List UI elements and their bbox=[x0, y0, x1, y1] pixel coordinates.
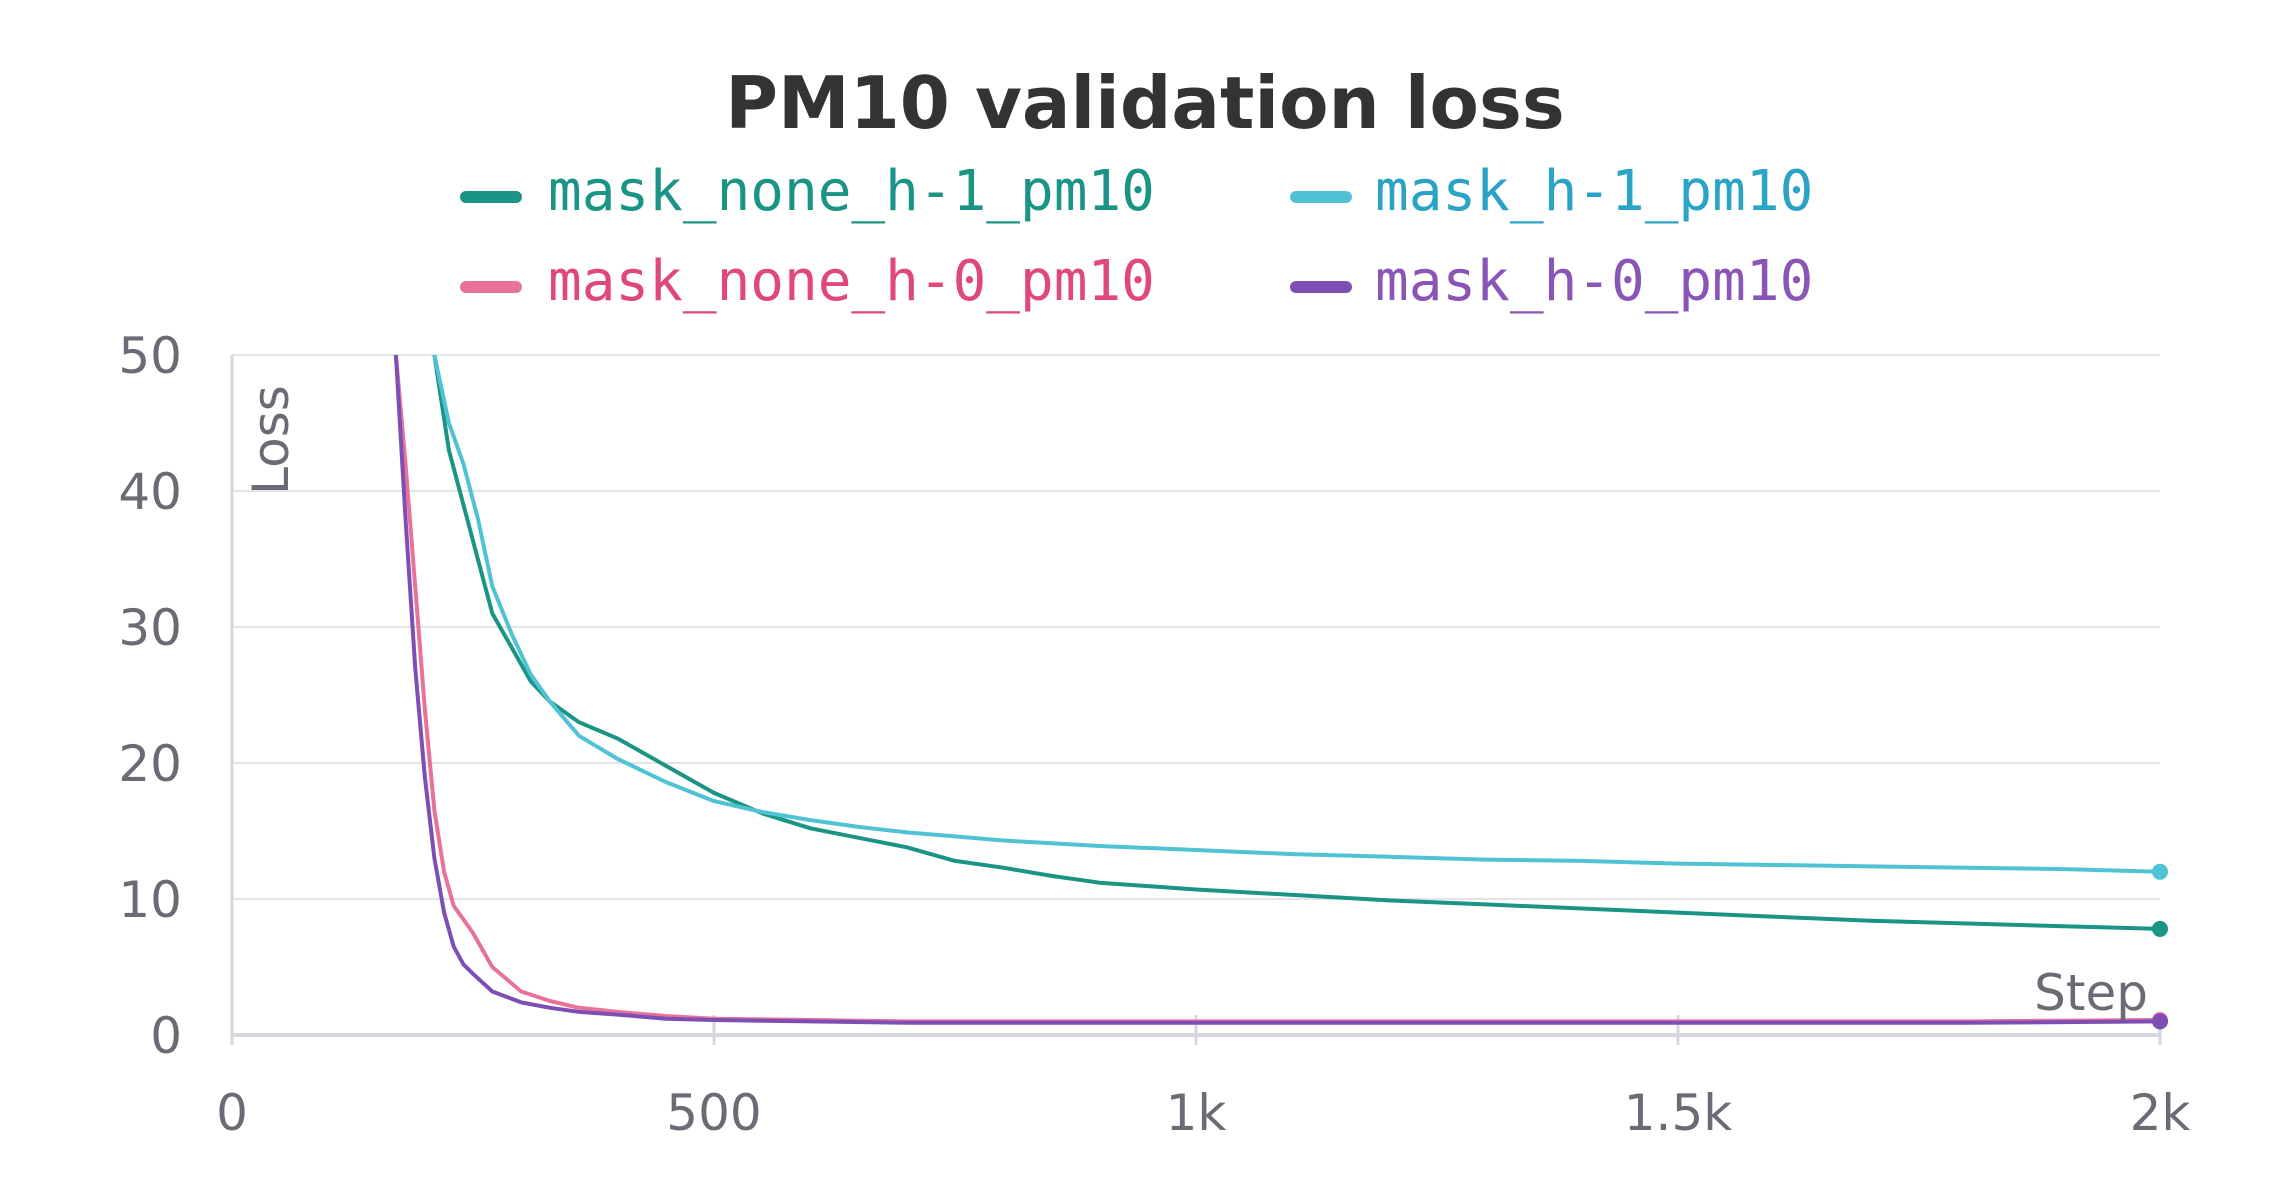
y-axis-label: Loss bbox=[242, 385, 300, 495]
legend-label: mask_none_h-0_pm10 bbox=[548, 249, 1155, 314]
y-tick-label: 30 bbox=[118, 599, 182, 657]
series-line-mask_h-1_pm10 bbox=[432, 355, 2160, 874]
x-tick-label: 2k bbox=[2130, 1084, 2191, 1142]
legend-label: mask_h-0_pm10 bbox=[1375, 249, 1813, 314]
grid bbox=[232, 354, 2160, 900]
series-end-point-mask_none_h-1_pm10 bbox=[2152, 920, 2168, 937]
legend: mask_none_h-1_pm10 mask_h-1_pm10 mask_none… bbox=[460, 159, 1813, 314]
x-axis-label: Step bbox=[2034, 964, 2148, 1022]
legend-label: mask_h-1_pm10 bbox=[1375, 159, 1813, 224]
axes: 0 500 1k 1.5k 2k 0 10 20 30 40 50 bbox=[118, 327, 2190, 1142]
y-tick-label: 50 bbox=[118, 327, 182, 385]
x-tick-label: 1k bbox=[1166, 1084, 1227, 1142]
legend-swatch bbox=[460, 281, 522, 293]
legend-swatch bbox=[1290, 281, 1352, 293]
x-tick-label: 0 bbox=[216, 1084, 248, 1142]
series-line-mask_h-0_pm10 bbox=[393, 355, 2160, 1025]
y-tick-label: 40 bbox=[118, 463, 182, 521]
x-tick-label: 1.5k bbox=[1624, 1084, 1733, 1142]
legend-label: mask_none_h-1_pm10 bbox=[548, 159, 1155, 224]
y-tick-label: 10 bbox=[118, 871, 182, 929]
legend-swatch bbox=[460, 191, 522, 203]
legend-swatch bbox=[1290, 191, 1352, 203]
chart-title: PM10 validation loss bbox=[725, 61, 1564, 145]
x-tick-label: 500 bbox=[666, 1084, 761, 1142]
series-end-point-mask_h-1_pm10 bbox=[2152, 863, 2168, 880]
series-end-point-mask_h-0_pm10 bbox=[2152, 1013, 2168, 1030]
series-line-mask_none_h-1_pm10 bbox=[432, 355, 2160, 931]
y-tick-label: 20 bbox=[118, 735, 182, 793]
y-tick-label: 0 bbox=[150, 1007, 182, 1065]
series-layer bbox=[393, 355, 2168, 1030]
